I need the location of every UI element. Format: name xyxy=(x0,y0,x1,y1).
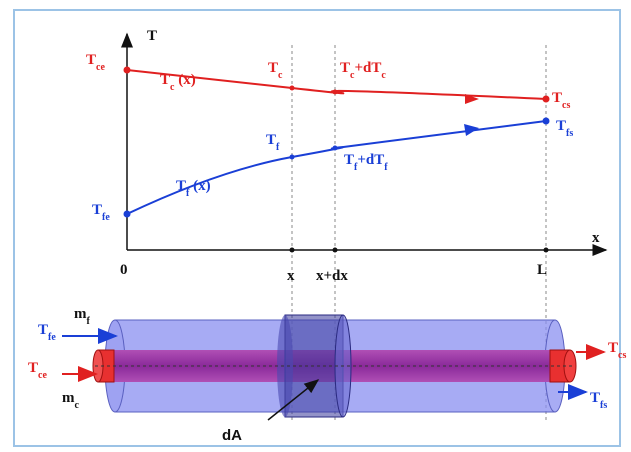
label: Tfe xyxy=(38,322,56,343)
label: Tf (x) xyxy=(176,178,211,199)
text-part: T xyxy=(268,60,278,76)
label: Tfe xyxy=(92,202,110,223)
subscript: f xyxy=(276,142,280,153)
label: Tc+dTc xyxy=(340,60,386,81)
label: Tc (x) xyxy=(160,72,196,93)
text-part: m xyxy=(62,390,75,406)
text-part: T xyxy=(28,360,38,376)
subscript: c xyxy=(381,70,386,81)
subscript: f xyxy=(87,316,91,327)
label: mc xyxy=(62,390,80,411)
cold-curve xyxy=(127,121,546,214)
label: Tfs xyxy=(590,390,607,411)
tick-label: 0 xyxy=(120,262,128,278)
exchanger xyxy=(93,315,576,417)
tick-label: x xyxy=(287,268,295,284)
subscript: fe xyxy=(102,212,110,223)
subscript: cs xyxy=(618,350,626,361)
subscript: c xyxy=(75,400,80,411)
text-part: +dT xyxy=(354,60,381,76)
text-part: (x) xyxy=(174,72,195,88)
tick-label: L xyxy=(537,262,547,278)
text-part: T xyxy=(38,322,48,338)
label: Tf+dTf xyxy=(344,152,388,173)
text-part: T xyxy=(340,60,350,76)
text-part: +dT xyxy=(357,152,384,168)
subscript: ce xyxy=(38,370,47,381)
text-part: T xyxy=(556,118,566,134)
axis-label: T xyxy=(147,28,157,44)
label: Tce xyxy=(86,52,105,73)
label: Tcs xyxy=(552,90,570,111)
text-part: T xyxy=(176,178,186,194)
label: Tfs xyxy=(556,118,573,139)
subscript: ce xyxy=(96,62,105,73)
text-part: T xyxy=(552,90,562,106)
text-part: T xyxy=(590,390,600,406)
subscript: cs xyxy=(562,100,570,111)
label: Tce xyxy=(28,360,47,381)
diagram: Tx0xx+dxLTceTc (x)TcTc+dTcTcsTfeTf (x)Tf… xyxy=(0,0,631,452)
text-part: T xyxy=(86,52,96,68)
label: Tf xyxy=(266,132,280,153)
label: mf xyxy=(74,306,91,327)
text-part: m xyxy=(74,306,87,322)
tick-label: x+dx xyxy=(316,268,348,284)
area-label: dA xyxy=(222,427,242,444)
points xyxy=(124,67,550,253)
text-part: (x) xyxy=(189,178,210,194)
subscript: fs xyxy=(566,128,573,139)
text-part: T xyxy=(608,340,618,356)
subscript: fs xyxy=(600,400,607,411)
text-part: T xyxy=(92,202,102,218)
text-part: T xyxy=(160,72,170,88)
subscript: f xyxy=(384,162,388,173)
label: Tc xyxy=(268,60,283,81)
axis-label: x xyxy=(592,230,600,246)
subscript: c xyxy=(278,70,283,81)
text-part: T xyxy=(344,152,354,168)
text-part: T xyxy=(266,132,276,148)
label: Tcs xyxy=(608,340,626,361)
subscript: fe xyxy=(48,332,56,343)
